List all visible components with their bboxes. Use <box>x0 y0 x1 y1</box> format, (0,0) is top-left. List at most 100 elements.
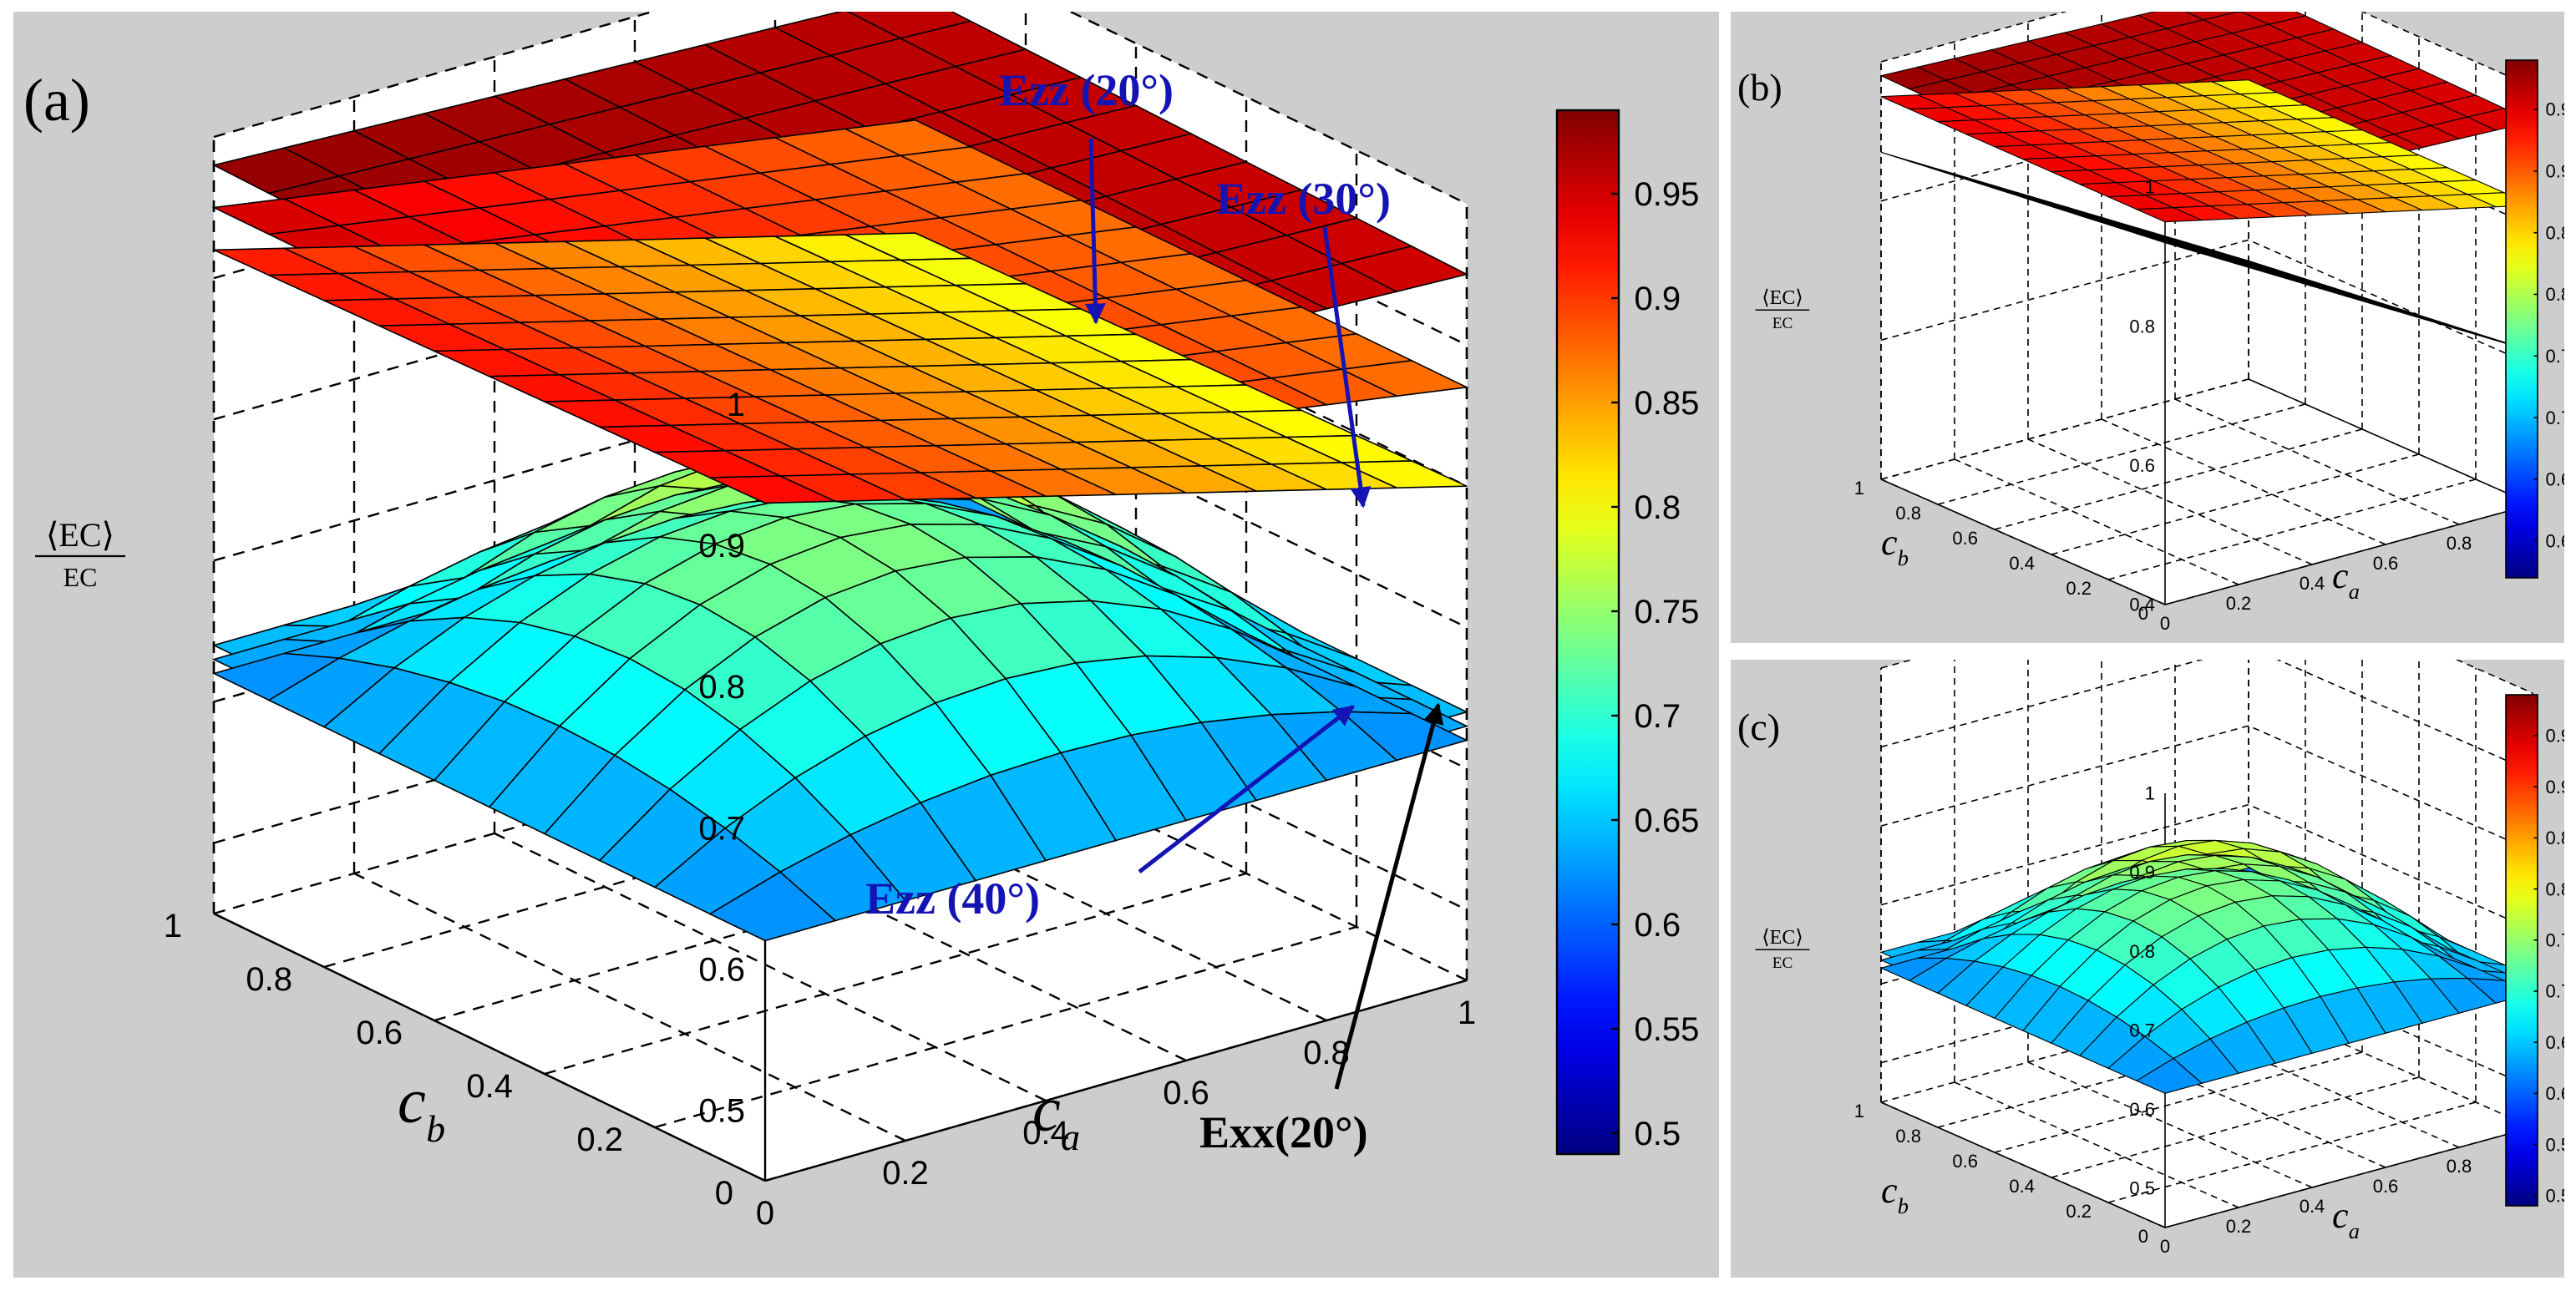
colorbar-tick-label: 0.75 <box>2546 929 2565 950</box>
grid-floor-a <box>494 832 1047 1102</box>
surface-exx-40- <box>1879 867 2534 1094</box>
grid-floor-a <box>2174 398 2460 525</box>
colorbar-tick-label: 0.5 <box>2546 1185 2565 1206</box>
y-tick-label: 1 <box>1854 478 1864 499</box>
grid-floor-b <box>1994 428 2363 530</box>
z-axis-label-denominator: EC <box>63 562 98 592</box>
colorbar-tick-label: 0.75 <box>2546 346 2565 367</box>
colorbar-tick-label: 0.75 <box>1635 594 1700 630</box>
colorbar-tick-label: 0.65 <box>2546 1032 2565 1053</box>
axis-edge <box>213 912 766 1182</box>
surface-patch <box>2135 1057 2203 1094</box>
colorbar-tick-label: 0.6 <box>1635 907 1681 944</box>
x-tick-label: 0 <box>2160 613 2170 634</box>
grid-floor-a <box>353 872 906 1142</box>
z-tick-label: 0.6 <box>2129 455 2155 476</box>
y-axis-label: c <box>398 1066 426 1137</box>
grid-floor-b <box>654 925 1357 1129</box>
annotation-label: Ezz (40°) <box>865 873 1040 924</box>
x-tick-label: 0 <box>756 1195 774 1232</box>
z-tick-label: 0.8 <box>2129 941 2155 962</box>
x-tick-label: 0 <box>2160 1236 2170 1257</box>
annotation-label: Exx(20°) <box>1199 1107 1368 1157</box>
grid-z-line <box>1880 378 2533 505</box>
panel-b: 0.40.60.8100.20.40.60.8100.20.40.60.81ca… <box>1731 12 2564 643</box>
z-tick-label: 0.5 <box>2129 1177 2155 1198</box>
axis-edge <box>1880 1101 2166 1228</box>
y-tick-label: 0.6 <box>1952 528 1978 549</box>
x-axis-label: c <box>2332 1195 2349 1236</box>
y-tick-label: 0.6 <box>356 1015 403 1051</box>
z-tick-label: 0.6 <box>698 951 745 988</box>
surface-patch <box>2136 233 2203 255</box>
z-tick-label: 0.5 <box>698 1092 745 1129</box>
z-tick-label: 0.7 <box>698 810 745 847</box>
surface-patch <box>708 871 837 942</box>
x-axis-label-sub: a <box>1061 1116 1080 1158</box>
colorbar-tick-label: 0.9 <box>2546 161 2565 182</box>
z-tick-label: 0.4 <box>2129 595 2155 615</box>
y-axis-label-sub: b <box>426 1107 445 1150</box>
z-axis-label-denominator: EC <box>1772 315 1793 332</box>
x-tick-label: 0.2 <box>2226 593 2252 614</box>
colorbar-tick-label: 0.7 <box>1635 698 1681 735</box>
y-tick-label: 0.2 <box>2066 578 2092 599</box>
annotation-label: Ezz (20°) <box>999 65 1174 115</box>
grid-floor-b <box>544 872 1247 1076</box>
grid-z-line <box>213 12 1468 205</box>
colorbar <box>2505 694 2538 1207</box>
axis-edge <box>2164 504 2533 605</box>
z-tick-label: 1 <box>2145 783 2155 804</box>
grid-floor-b <box>1994 1051 2363 1153</box>
grid-floor-b <box>2107 478 2477 580</box>
axis-edge <box>1880 478 2166 605</box>
annotation-arrow <box>1084 138 1106 325</box>
colorbar <box>2505 59 2538 579</box>
grid-z-line <box>1880 803 2533 931</box>
colorbar-tick-label: 0.55 <box>1635 1011 1700 1048</box>
annotation-arrow <box>1138 705 1355 873</box>
grid-z-line <box>1880 725 2533 852</box>
colorbar-tick-label: 0.5 <box>1635 1116 1681 1152</box>
x-tick-label: 0.6 <box>1163 1075 1209 1111</box>
surface-ezz-40- <box>213 232 1468 504</box>
x-tick-label: 0.6 <box>2373 1176 2399 1197</box>
panel-label: (a) <box>23 67 90 134</box>
y-tick-label: 0.4 <box>2009 1176 2035 1197</box>
grid-z-line <box>1880 12 2533 88</box>
colorbar-tick-label: 0.85 <box>2546 222 2565 243</box>
panel-c: 0.5 0.6 0.7 0.8 0.9 1 0 0.2 0.4 0.6 0.8 1 0 0.2 0.4 0.6… <box>1731 660 2564 1278</box>
z-tick-label: 0.7 <box>2129 1020 2155 1040</box>
panel-label: (c) <box>1737 706 1780 748</box>
z-axis-label-denominator: EC <box>1772 954 1793 972</box>
x-tick-label: 0.8 <box>2447 533 2472 554</box>
x-tick-label: 0.2 <box>882 1155 929 1192</box>
annotation-label: Ezz (30°) <box>1216 174 1391 224</box>
y-tick-label: 0.2 <box>2066 1201 2092 1222</box>
y-tick-label: 0.8 <box>1895 1126 1921 1147</box>
y-tick-label: 0 <box>715 1175 733 1212</box>
colorbar-tick-label: 0.7 <box>2546 408 2565 428</box>
y-tick-label: 1 <box>164 908 182 944</box>
colorbar-tick-label: 0.8 <box>1635 489 1681 526</box>
surface-exx-40- <box>211 472 1469 942</box>
y-axis-label: c <box>1881 522 1898 563</box>
x-tick-label: 0.4 <box>1022 1115 1069 1152</box>
surface-patch <box>709 475 836 504</box>
y-axis-label-sub: b <box>1898 545 1909 570</box>
annotation-arrow <box>1322 226 1372 509</box>
x-axis-label: c <box>1032 1075 1061 1145</box>
colorbar-tick-label: 0.65 <box>1635 802 1700 839</box>
grid-floor-b <box>2051 453 2420 555</box>
surface-ezz-30- <box>1880 79 2533 223</box>
y-tick-label: 0 <box>2138 1226 2148 1247</box>
axis-edge <box>2164 1126 2533 1228</box>
z-tick-label: 0.8 <box>698 669 745 706</box>
colorbar-tick-label: 0.9 <box>1635 281 1681 317</box>
y-tick-label: 0.6 <box>1952 1151 1978 1172</box>
colorbar-tick-label: 0.55 <box>2546 1134 2565 1155</box>
colorbar-tick-label: 0.8 <box>2546 284 2565 305</box>
x-axis-label: c <box>2332 555 2349 596</box>
colorbar-tick-label: 0.95 <box>1635 176 1700 213</box>
z-tick-label: 0.6 <box>2129 1099 2155 1120</box>
